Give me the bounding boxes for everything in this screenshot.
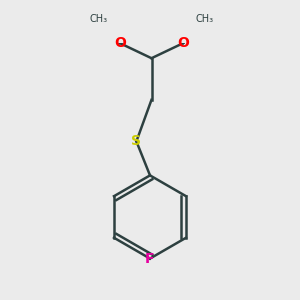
Text: O: O <box>114 36 126 50</box>
Text: S: S <box>131 134 141 148</box>
Text: CH₃: CH₃ <box>89 14 108 24</box>
Text: F: F <box>145 251 155 266</box>
Text: CH₃: CH₃ <box>195 14 214 24</box>
Text: O: O <box>177 36 189 50</box>
